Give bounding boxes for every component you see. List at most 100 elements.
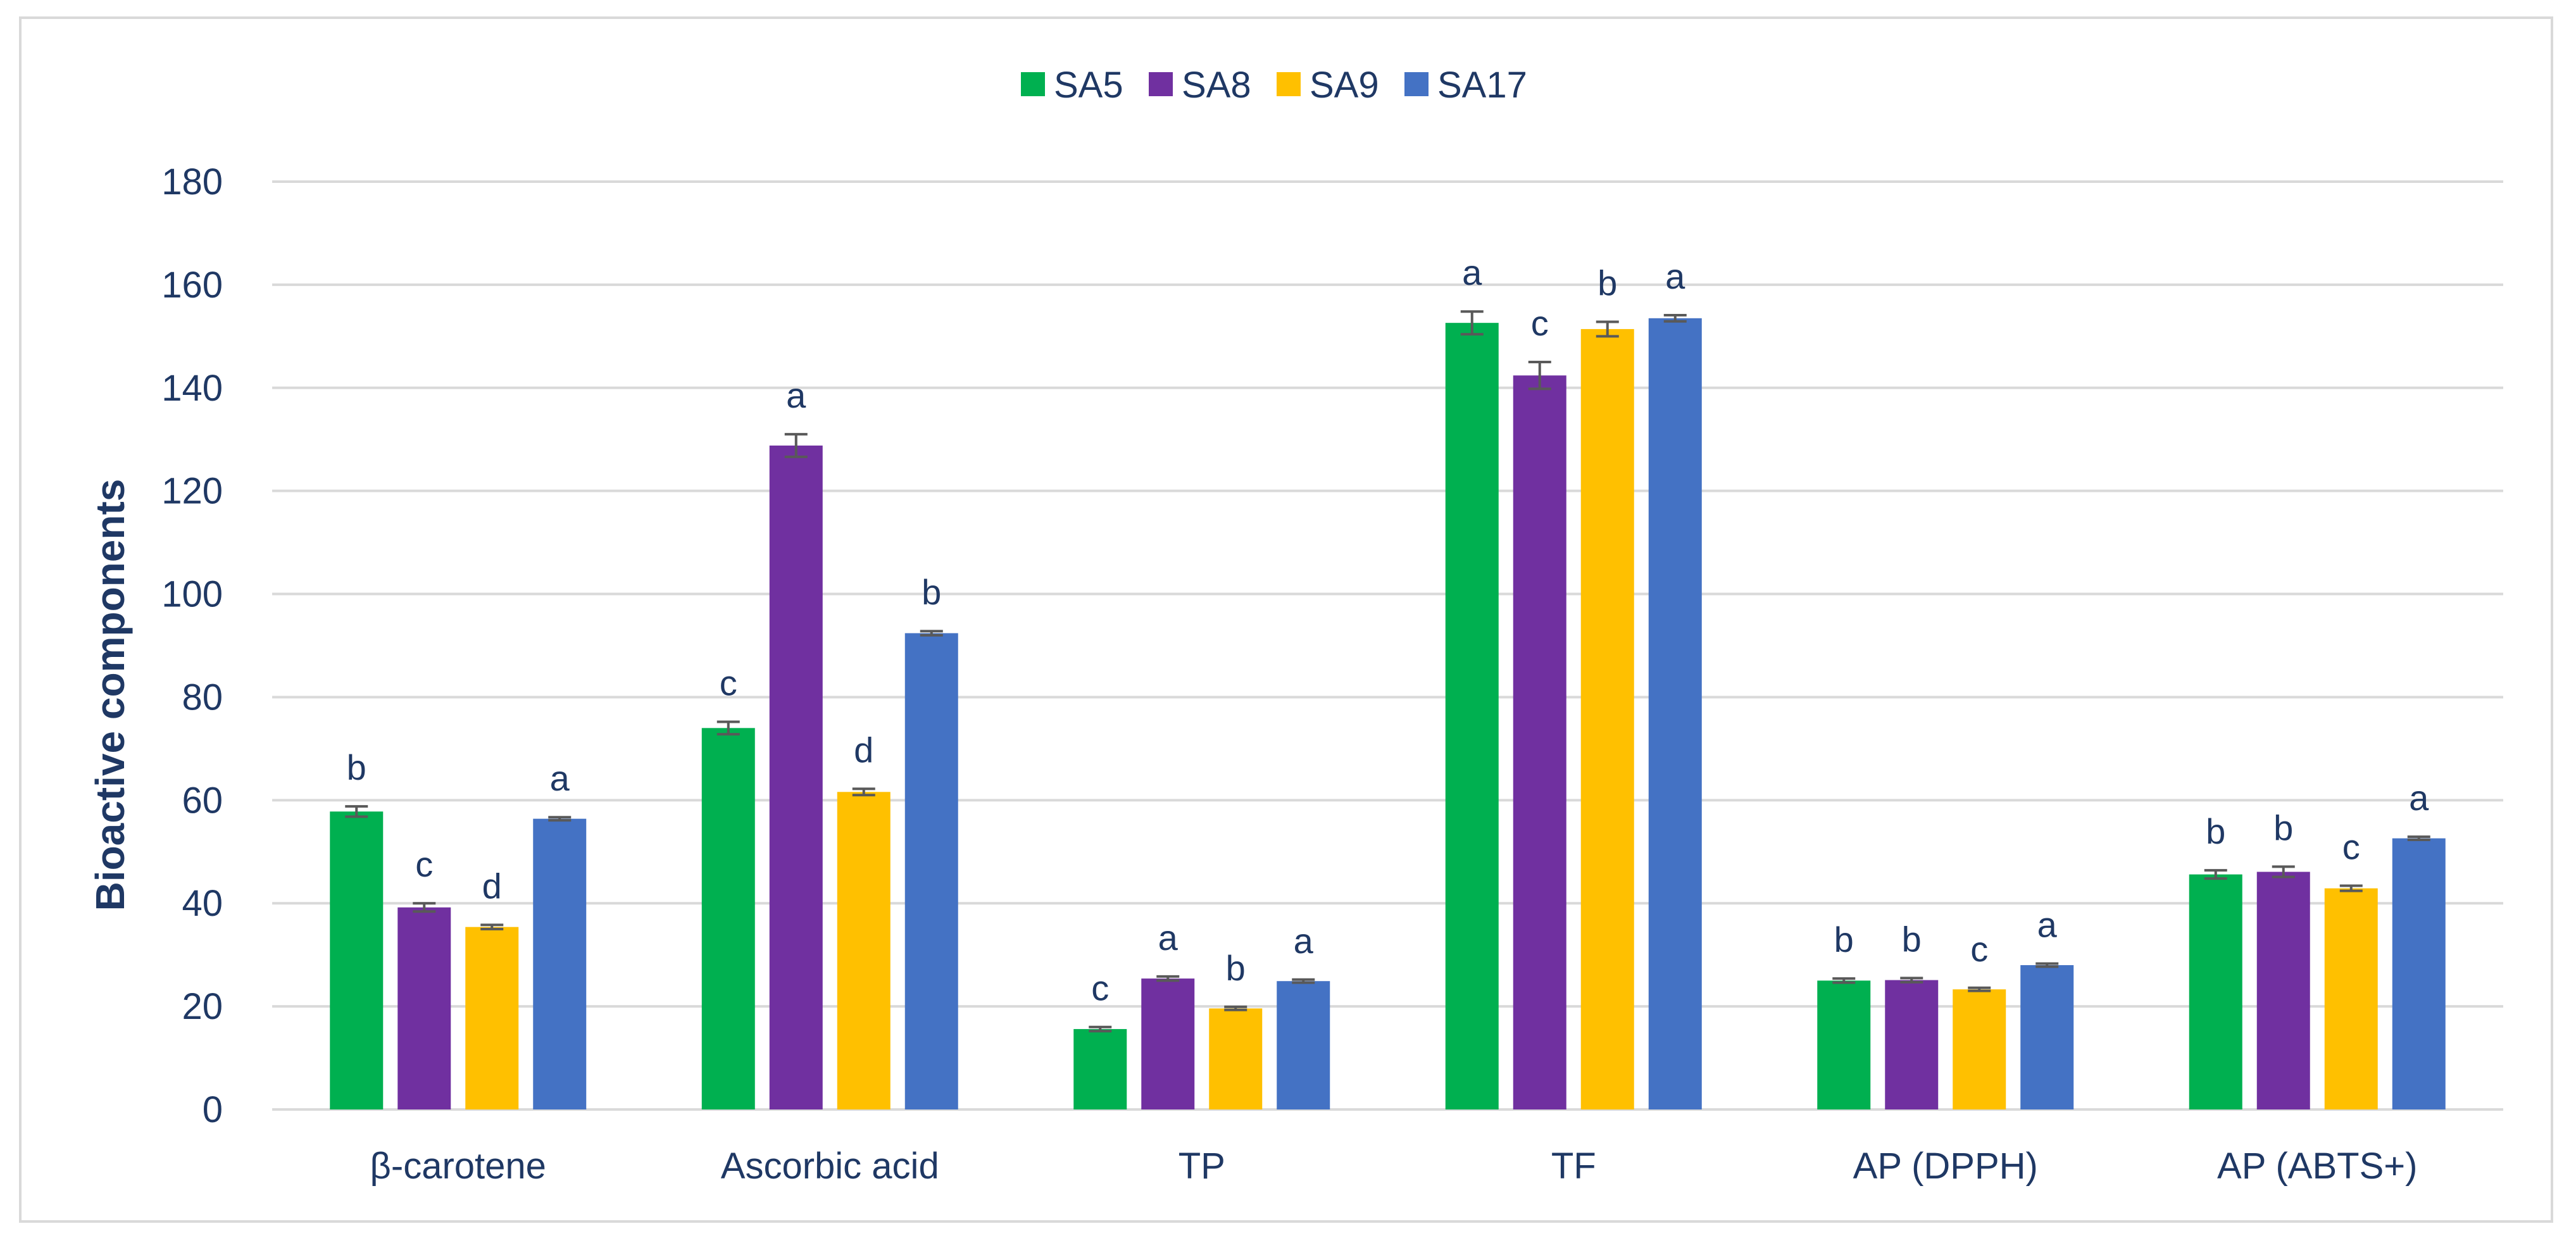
gridlines [272,180,2503,1111]
error-bar [920,630,943,637]
bar-sa17-3 [1648,318,1702,1110]
y-tick-label: 180 [161,161,223,203]
significance-letter: d [482,866,502,906]
significance-letter: b [1902,919,1922,959]
bar-sa17-5 [2392,838,2446,1109]
bar-sa5-3 [1445,323,1499,1110]
x-category-label: β-carotene [370,1146,546,1187]
legend-label: SA9 [1310,65,1379,106]
significance-letter: b [2206,811,2225,851]
y-tick-label: 60 [182,780,223,821]
significance-letter: c [1970,929,1988,969]
bar-sa8-4 [1885,980,1939,1109]
bar-sa8-3 [1513,375,1566,1109]
legend-item-sa8: SA8 [1149,65,1251,106]
bar-sa8-2 [1141,978,1195,1109]
bar-sa17-2 [1277,981,1330,1109]
legend-item-sa5: SA5 [1021,65,1123,106]
significance-letter: c [2342,827,2360,867]
error-bar [2272,865,2295,878]
legend: SA5 SA8 SA9 SA17 [1021,65,1527,106]
legend-label: SA5 [1054,65,1123,106]
error-bar [1156,975,1180,982]
error-bar [1089,1025,1112,1033]
significance-letter: b [1597,263,1617,303]
error-bar [1224,1005,1247,1011]
significance-letter: a [786,375,806,415]
legend-item-sa17: SA17 [1404,65,1527,106]
bar-sa8-1 [769,445,823,1109]
significance-letter: a [550,758,570,798]
bar-sa9-3 [1580,328,1634,1109]
y-tick-label: 40 [182,883,223,924]
error-bar [1832,977,1856,984]
bar-sa17-4 [2020,965,2074,1109]
error-bar [852,787,875,797]
error-bar [2339,884,2363,892]
bar-sa5-0 [330,811,384,1109]
legend-swatch [1277,72,1301,96]
significance-letter: a [1665,256,1685,296]
bar-sa5-1 [701,728,755,1109]
error-bar [1900,977,1923,984]
error-bar [413,902,436,913]
error-bar [2407,835,2430,842]
x-axis-categories: β-carotene Ascorbic acid TP TF AP (DPPH) AP (… [370,1146,2418,1187]
bar-sa5-2 [1073,1028,1127,1109]
significance-letter: d [854,730,873,770]
error-bar [480,923,504,930]
x-category-label: AP (ABTS+) [2217,1146,2417,1187]
bar-sa5-5 [2189,874,2242,1109]
legend-item-sa9: SA9 [1277,65,1379,106]
bar-sa9-2 [1209,1008,1263,1109]
error-bar [548,816,572,822]
x-category-label: Ascorbic acid [721,1146,939,1187]
legend-swatch [1021,72,1045,96]
bar-sa17-1 [904,633,958,1109]
significance-letter: a [1462,253,1482,292]
significance-letter: c [1091,968,1109,1008]
bar-sa17-0 [533,818,587,1109]
significance-letter: b [2273,808,2293,847]
significance-letter: c [720,663,737,703]
bars: b c d a c a d b c a b a a c b a b b c a b b c a [330,253,2446,1110]
bar-sa5-4 [1817,980,1871,1109]
significance-letter: a [2037,905,2058,945]
significance-letter: c [415,844,433,884]
y-tick-label: 140 [161,368,223,409]
error-bar [345,805,368,818]
error-bar [2204,869,2227,880]
x-category-label: AP (DPPH) [1853,1146,2038,1187]
y-axis-label: Bioactive components [87,479,133,911]
error-bar [1968,986,1991,992]
error-bar [1528,361,1551,390]
significance-letter: b [922,572,941,612]
significance-letter: b [347,747,366,787]
x-category-label: TP [1179,1146,1225,1187]
error-bar [1663,313,1687,323]
significance-letter: c [1531,303,1549,343]
y-tick-label: 20 [182,986,223,1027]
error-bar [1596,320,1619,338]
y-tick-label: 160 [161,265,223,306]
bar-sa9-4 [1953,989,2006,1109]
legend-swatch [1404,72,1429,96]
error-bar [2035,962,2059,968]
bar-sa9-5 [2324,888,2378,1109]
significance-letter: a [1158,918,1179,958]
y-tick-label: 120 [161,471,223,512]
bar-sa8-0 [397,907,451,1109]
y-axis-ticks: 0 20 40 60 80 100 120 140 160 180 [161,161,223,1130]
legend-label: SA8 [1182,65,1251,106]
error-bar [1292,978,1315,984]
y-tick-label: 80 [182,677,223,718]
error-bar [784,433,808,458]
bar-sa9-1 [837,792,891,1109]
error-bar [716,720,740,736]
legend-label: SA17 [1437,65,1527,106]
bar-sa8-5 [2256,871,2310,1109]
y-tick-label: 100 [161,574,223,615]
significance-letter: b [1226,948,1246,988]
significance-letter: a [2409,778,2429,818]
